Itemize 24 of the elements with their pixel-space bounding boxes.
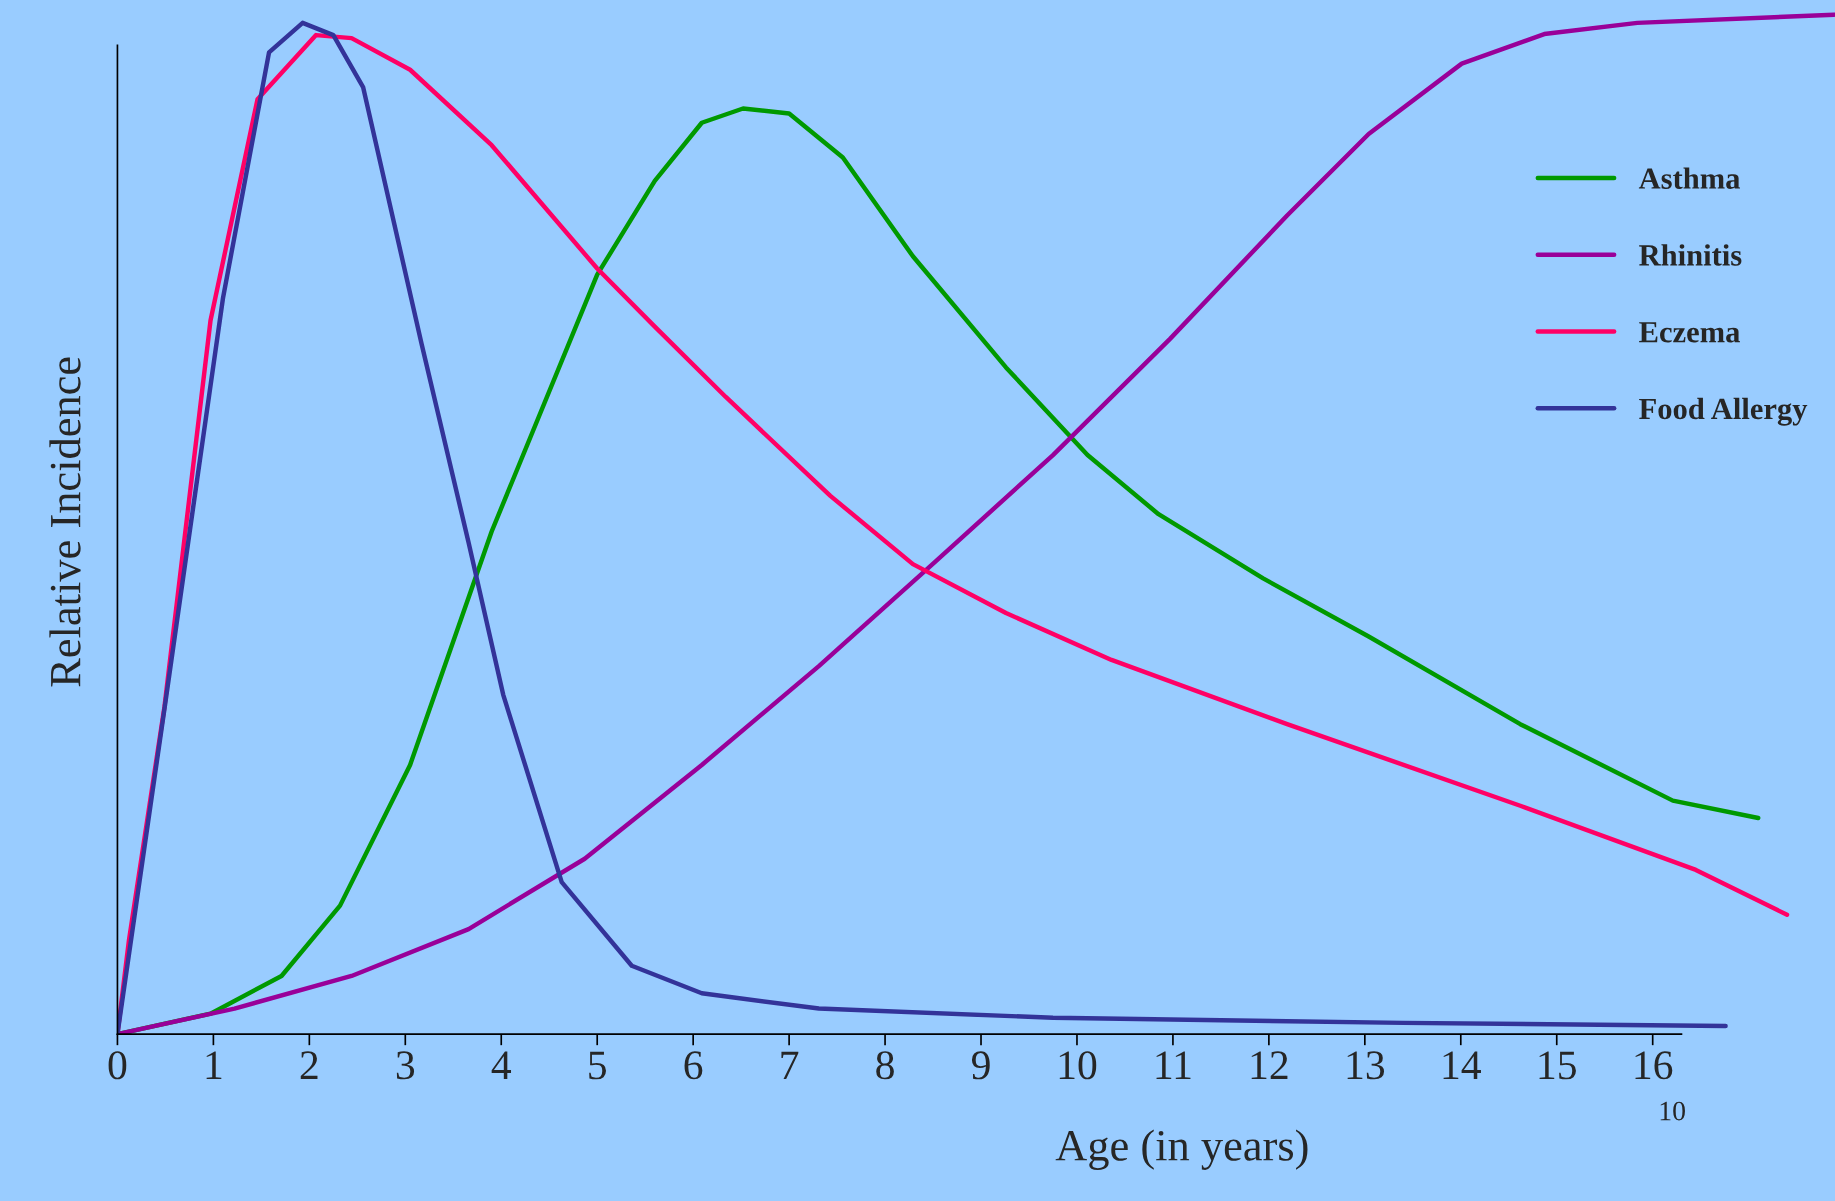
x-tick-label: 14 [1443, 1051, 1481, 1079]
legend-label: Food Allergy [1639, 397, 1808, 426]
x-tick-label: 8 [876, 1051, 894, 1080]
x-axis-title: Age (in years) [1055, 1129, 1308, 1170]
legend-label: Asthma [1638, 167, 1740, 189]
x-tick-label: 12 [1251, 1051, 1288, 1079]
x-tick-label: 2 [300, 1051, 318, 1079]
text: 10 [1660, 1101, 1685, 1121]
x-tick-label: 6 [684, 1051, 703, 1080]
x-tick-label: 16 [1635, 1051, 1673, 1080]
legend-label: Eczema [1639, 322, 1740, 343]
x-tick-label: 5 [589, 1051, 606, 1080]
x-tick-label: 7 [781, 1051, 799, 1079]
legend-label: Rhinitis [1639, 244, 1742, 266]
y-axis-title: Relative Incidence [49, 357, 81, 687]
x-tick-label: 1 [206, 1051, 222, 1079]
x-tick-label: 3 [396, 1051, 415, 1080]
x-tick-label: 4 [491, 1051, 512, 1079]
x-tick-label: 0 [108, 1051, 127, 1080]
x-tick-label: 15 [1539, 1051, 1576, 1080]
x-tick-label: 11 [1156, 1051, 1191, 1079]
x-tick-label: 10 [1059, 1051, 1097, 1080]
x-tick-label: 9 [971, 1051, 990, 1080]
x-tick-label: 13 [1347, 1051, 1385, 1080]
